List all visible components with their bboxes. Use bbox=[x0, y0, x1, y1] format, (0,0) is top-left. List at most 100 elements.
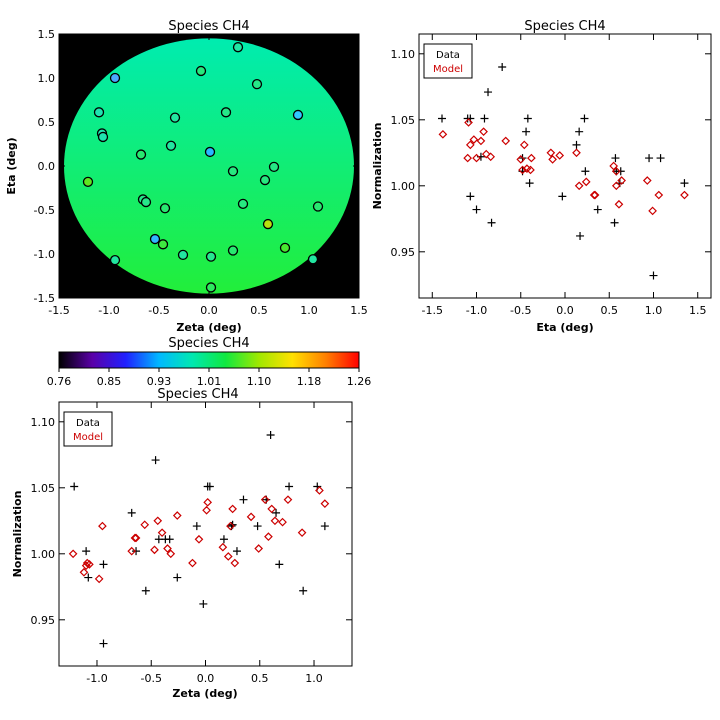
zeta-scatter-model-point bbox=[254, 544, 264, 553]
zeta-scatter-model-point bbox=[79, 567, 89, 577]
zeta-scatter-model-point bbox=[230, 558, 240, 568]
eta-scatter-data-point bbox=[575, 127, 584, 136]
zeta-scatter-xtick-label: -0.5 bbox=[141, 672, 162, 685]
zeta-scatter-data-point bbox=[272, 508, 281, 517]
zeta-scatter-model-point bbox=[163, 544, 172, 553]
eta-scatter-model-point bbox=[438, 129, 448, 139]
colorbar-tick-label: 1.01 bbox=[197, 375, 222, 388]
zeta-scatter-data-point bbox=[84, 573, 93, 582]
heatmap-point bbox=[262, 218, 274, 230]
zeta-legend-model: Model bbox=[73, 432, 103, 443]
zeta-scatter-data-point bbox=[320, 522, 329, 531]
eta-scatter-data-point bbox=[525, 179, 534, 188]
heatmap-point bbox=[109, 72, 121, 84]
colorbar-tick-label: 0.85 bbox=[97, 375, 122, 388]
eta-scatter-data-point bbox=[472, 205, 481, 214]
eta-scatter-model-point bbox=[479, 127, 488, 137]
eta-scatter-model-point bbox=[642, 176, 652, 185]
heatmap-title: Species CH4 bbox=[168, 19, 249, 34]
heatmap-point bbox=[307, 254, 319, 265]
zeta-scatter-data-point bbox=[151, 456, 160, 465]
zeta-scatter-model-point bbox=[130, 533, 140, 543]
eta-scatter-xtick-label: 0.0 bbox=[556, 304, 574, 317]
zeta-scatter-model-point bbox=[267, 504, 277, 514]
eta-scatter-model-point bbox=[519, 140, 529, 150]
eta-legend-data: Data bbox=[436, 50, 460, 61]
heatmap-point bbox=[157, 239, 169, 250]
heatmap-point bbox=[251, 79, 263, 90]
eta-scatter-data-point bbox=[438, 114, 447, 123]
zeta-scatter-model-point bbox=[150, 545, 159, 555]
eta-scatter-data-point bbox=[645, 154, 654, 163]
colorbar-title: Species CH4 bbox=[168, 336, 249, 351]
heatmap-point bbox=[97, 131, 109, 143]
eta-scatter-model-point bbox=[481, 149, 491, 159]
zeta-scatter-xlabel: Zeta (deg) bbox=[172, 687, 237, 700]
heatmap-ytick-label: -1.0 bbox=[34, 248, 55, 261]
zeta-scatter-model-point bbox=[218, 542, 228, 552]
heatmap-xtick-label: 1.0 bbox=[300, 304, 318, 317]
zeta-scatter-ytick-label: 0.95 bbox=[31, 614, 56, 627]
zeta-scatter-data-point bbox=[82, 547, 91, 556]
heatmap-point bbox=[149, 233, 161, 245]
eta-legend-model: Model bbox=[433, 64, 463, 75]
heatmap-point bbox=[220, 107, 232, 118]
zeta-scatter-model-point bbox=[188, 558, 197, 568]
eta-scatter-model-point bbox=[572, 148, 581, 158]
heatmap-point bbox=[169, 112, 181, 123]
zeta-scatter-ytick-label: 1.00 bbox=[31, 548, 56, 561]
eta-scatter-data-point bbox=[522, 127, 531, 136]
zeta-scatter-data-point bbox=[275, 560, 284, 569]
eta-scatter-xtick-label: 1.5 bbox=[689, 304, 707, 317]
heatmap-point bbox=[205, 251, 217, 262]
zeta-legend-data: Data bbox=[76, 418, 100, 429]
eta-scatter-model-point bbox=[464, 118, 473, 127]
zeta-scatter-model-point bbox=[194, 534, 204, 544]
heatmap-point bbox=[195, 65, 207, 77]
eta-scatter-model-point bbox=[617, 176, 626, 185]
heatmap-xlabel: Zeta (deg) bbox=[176, 321, 241, 334]
zeta-scatter-ytick-label: 1.05 bbox=[31, 482, 56, 495]
zeta-scatter-data-point bbox=[219, 535, 228, 544]
zeta-scatter-data-point bbox=[99, 560, 108, 569]
zeta-scatter-model-point bbox=[85, 560, 94, 569]
eta-scatter-model-point bbox=[463, 153, 473, 163]
eta-scatter-xtick-label: -0.5 bbox=[510, 304, 531, 317]
eta-scatter-model-point bbox=[516, 155, 526, 164]
eta-scatter-model-point bbox=[611, 181, 621, 191]
zeta-scatter-model-point bbox=[82, 558, 92, 568]
eta-scatter-data-point bbox=[487, 218, 496, 227]
zeta-scatter-model-point bbox=[127, 546, 137, 556]
zeta-scatter-data-point bbox=[192, 522, 201, 531]
eta-scatter-ylabel: Normalization bbox=[371, 123, 384, 210]
eta-scatter-model-point bbox=[589, 190, 599, 200]
heatmap-xtick-label: -0.5 bbox=[148, 304, 169, 317]
zeta-scatter-data-point bbox=[266, 431, 275, 439]
zeta-scatter-model-point bbox=[203, 497, 213, 507]
zeta-scatter-xtick-label: 0.0 bbox=[197, 672, 215, 685]
zeta-scatter-title: Species CH4 bbox=[157, 387, 238, 402]
eta-scatter-data-point bbox=[484, 88, 493, 97]
heatmap-point bbox=[312, 201, 324, 212]
zeta-scatter-data-point bbox=[239, 495, 248, 504]
eta-scatter-title: Species CH4 bbox=[524, 19, 605, 34]
heatmap-xtick-label: 0.0 bbox=[200, 304, 218, 317]
eta-scatter-model-point bbox=[546, 148, 556, 158]
heatmap-point bbox=[259, 174, 271, 186]
zeta-scatter-data-point bbox=[232, 547, 241, 556]
zeta-scatter-model-point bbox=[315, 486, 324, 495]
zeta-scatter-model-point bbox=[278, 517, 287, 527]
heatmap-point bbox=[165, 140, 177, 151]
eta-scatter-data-point bbox=[576, 231, 585, 240]
eta-scatter-ytick-label: 1.10 bbox=[391, 48, 416, 61]
heatmap-point bbox=[237, 198, 249, 209]
zeta-scatter-data-point bbox=[253, 522, 262, 531]
zeta-scatter-xtick-label: 0.5 bbox=[251, 672, 269, 685]
eta-scatter-model-point bbox=[526, 165, 535, 175]
heatmap-ytick-label: 0.0 bbox=[38, 160, 56, 173]
eta-scatter-model-point bbox=[609, 161, 619, 171]
zeta-scatter-xtick-label: -1.0 bbox=[86, 672, 107, 685]
eta-scatter-model-point bbox=[581, 177, 591, 187]
eta-scatter-data-point bbox=[616, 167, 625, 176]
